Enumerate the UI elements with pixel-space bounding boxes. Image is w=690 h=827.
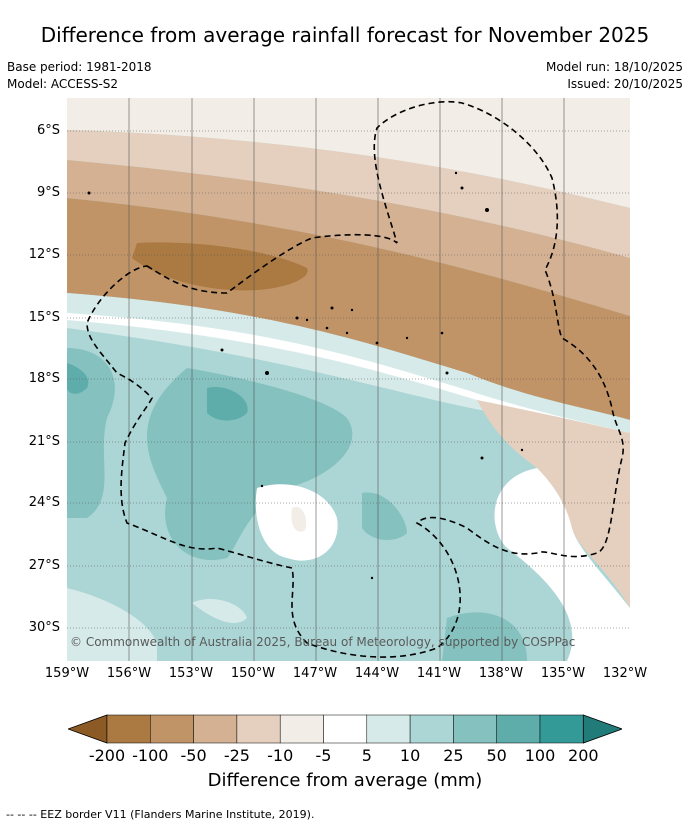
lon-label-138w: 138°W <box>478 666 524 681</box>
lon-label-147w: 147°W <box>292 666 338 681</box>
lat-label-12s: 12°S <box>28 247 60 262</box>
copyright-text: © Commonwealth of Australia 2025, Bureau… <box>70 635 575 649</box>
east-white-area <box>494 468 630 661</box>
wet-25-south <box>442 612 527 661</box>
colorbar-tick-label: 100 <box>524 746 556 765</box>
eez-footnote: -- -- -- EEZ border V11 (Flanders Marine… <box>6 808 315 821</box>
lat-label-15s: 15°S <box>28 310 60 325</box>
colorbar-tick-label: -25 <box>223 746 250 765</box>
lat-label-30s: 30°S <box>28 620 60 635</box>
colorbar-swatch <box>496 714 541 744</box>
colorbar-tick-label: 50 <box>486 746 507 765</box>
lon-label-144w: 144°W <box>354 666 400 681</box>
map-title: Difference from average rainfall forecas… <box>40 23 650 47</box>
colorbar-extend-high <box>582 714 622 744</box>
lon-label-156w: 156°W <box>106 666 152 681</box>
colorbar-extend-low <box>68 714 108 744</box>
colorbar-tick-label: -10 <box>267 746 294 765</box>
lon-label-141w: 141°W <box>416 666 462 681</box>
base-period: Base period: 1981-2018 <box>7 60 152 74</box>
colorbar-swatch <box>366 714 411 744</box>
colorbar-tick-label: 10 <box>399 746 421 765</box>
wet-10-spot <box>192 598 247 623</box>
colorbar-swatch <box>150 714 194 744</box>
metadata-left: Base period: 1981-2018 Model: ACCESS-S2 <box>7 59 152 93</box>
lat-label-6s: 6°S <box>36 123 60 138</box>
dry-core-inner <box>291 507 307 532</box>
band-minus-50 <box>67 160 630 316</box>
wet-25-central <box>147 368 353 560</box>
lon-label-153w: 153°W <box>168 666 214 681</box>
east-dry-area <box>477 400 630 608</box>
colorbar-swatch <box>409 714 454 744</box>
lon-label-159w: 159°W <box>44 666 90 681</box>
wet-10-southwest <box>67 588 157 661</box>
grid-lines <box>67 130 630 629</box>
colorbar-swatch <box>453 714 497 744</box>
colorbar-tick-label: -5 <box>315 746 332 765</box>
colorbar-title: Difference from average (mm) <box>207 770 483 791</box>
lat-label-18s: 18°S <box>28 371 60 386</box>
colorbar-tick-label: -100 <box>132 746 169 765</box>
colorbar-tick-label: -200 <box>88 746 126 765</box>
lat-label-9s: 9°S <box>36 185 60 200</box>
metadata-right: Model run: 18/10/2025 Issued: 20/10/2025 <box>546 59 683 93</box>
colorbar-swatch <box>539 714 584 744</box>
colorbar-swatch <box>106 714 151 744</box>
model-name: Model: ACCESS-S2 <box>7 77 119 91</box>
islands <box>87 171 524 580</box>
colorbar-tick-label: 200 <box>568 746 599 765</box>
lon-label-132w: 132°W <box>602 666 648 681</box>
colorbar-tick-label: 5 <box>361 746 372 765</box>
issued-date: Issued: 20/10/2025 <box>567 77 683 91</box>
lat-label-24s: 24°S <box>28 495 60 510</box>
colorbar-swatch <box>236 714 281 744</box>
wet-25-east <box>362 492 407 540</box>
lon-label-150w: 150°W <box>230 666 276 681</box>
colorbar-tick-label: -50 <box>180 746 207 765</box>
colorbar-swatch <box>323 714 368 744</box>
wet-50-small <box>67 363 89 394</box>
rainfall-map: © Commonwealth of Australia 2025, Bureau… <box>67 98 630 661</box>
lon-label-135w: 135°W <box>540 666 586 681</box>
band-minus-10 <box>67 98 630 208</box>
colorbar-tick-label: 25 <box>443 746 464 765</box>
colorbar <box>68 714 622 744</box>
colorbar-swatch <box>279 714 324 744</box>
eez-border <box>86 100 624 658</box>
band-minus-200 <box>132 242 308 291</box>
wet-50-patch <box>207 387 248 421</box>
band-minus-25 <box>67 130 630 258</box>
lat-label-27s: 27°S <box>28 558 60 573</box>
lat-label-21s: 21°S <box>28 434 60 449</box>
colorbar-swatch <box>193 714 238 744</box>
model-run: Model run: 18/10/2025 <box>545 60 683 74</box>
